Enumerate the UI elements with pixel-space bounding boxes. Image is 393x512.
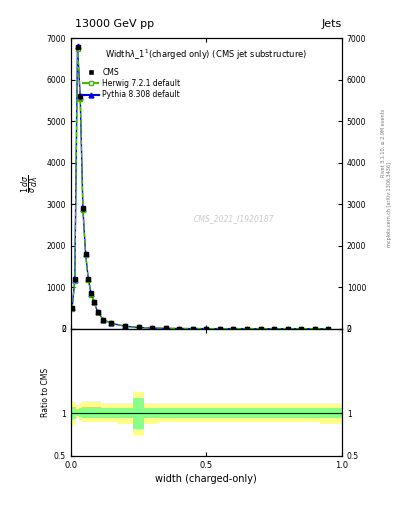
Text: Width$\lambda\_1^1$(charged only) (CMS jet substructure): Width$\lambda\_1^1$(charged only) (CMS j… xyxy=(105,47,307,61)
Y-axis label: Ratio to CMS: Ratio to CMS xyxy=(40,368,50,417)
Legend: CMS, Herwig 7.2.1 default, Pythia 8.308 default: CMS, Herwig 7.2.1 default, Pythia 8.308 … xyxy=(80,66,183,101)
Text: CMS_2021_I1920187: CMS_2021_I1920187 xyxy=(193,214,274,223)
Text: 13000 GeV pp: 13000 GeV pp xyxy=(75,19,154,29)
Text: Jets: Jets xyxy=(321,19,342,29)
Text: mcplots.cern.ch [arXiv:1306.3436]: mcplots.cern.ch [arXiv:1306.3436] xyxy=(387,162,391,247)
X-axis label: width (charged-only): width (charged-only) xyxy=(156,474,257,484)
Text: Rivet 3.1.10, ≥ 2.9M events: Rivet 3.1.10, ≥ 2.9M events xyxy=(381,109,386,178)
Y-axis label: $\frac{1}{\sigma}\frac{d\sigma}{d\lambda}$: $\frac{1}{\sigma}\frac{d\sigma}{d\lambda… xyxy=(19,175,41,193)
